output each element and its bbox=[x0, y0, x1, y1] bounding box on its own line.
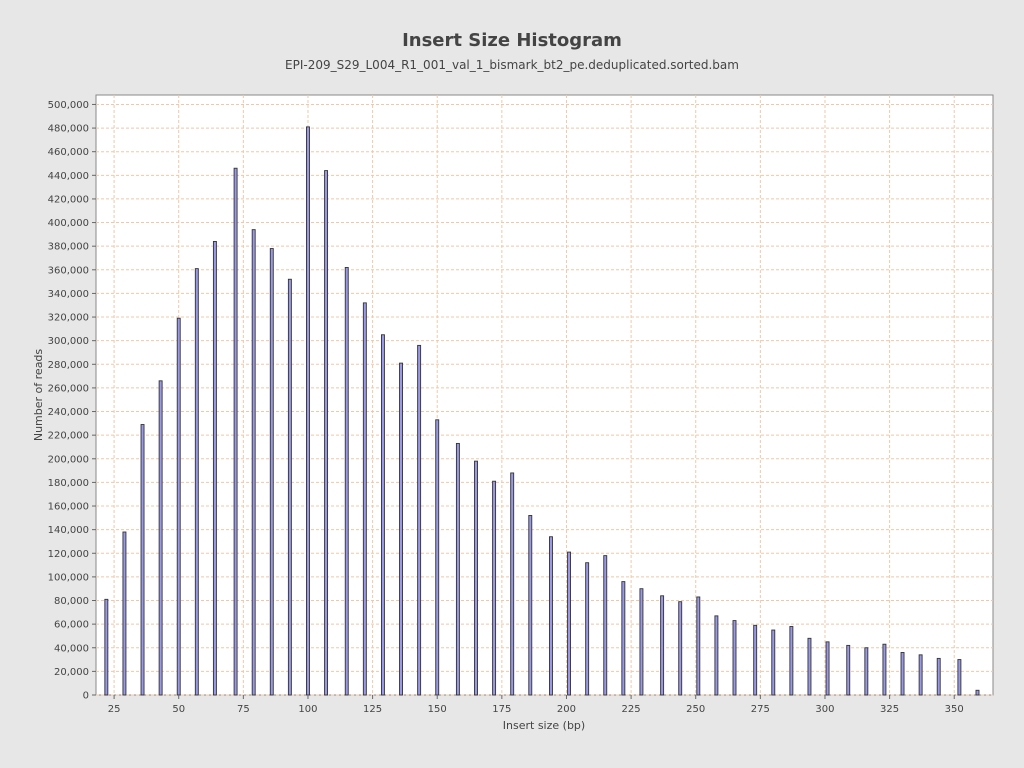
y-tick-label: 400,000 bbox=[48, 218, 89, 229]
histogram-bar bbox=[158, 380, 163, 696]
y-tick-label: 340,000 bbox=[48, 289, 89, 300]
axes: 0 20,000 40,000 60,000 80,000 100,000 120,000 1… bbox=[48, 100, 964, 715]
x-tick-label: 325 bbox=[880, 704, 899, 715]
y-tick-label: 300,000 bbox=[48, 336, 89, 347]
histogram-bar bbox=[122, 531, 127, 696]
histogram-bar bbox=[344, 266, 349, 696]
y-tick-label: 0 bbox=[83, 691, 89, 702]
histogram-bar bbox=[900, 652, 905, 696]
histogram-bar bbox=[380, 334, 385, 696]
histogram-bar bbox=[714, 615, 719, 696]
y-axis-label: Number of reads bbox=[32, 349, 45, 442]
histogram-bar bbox=[455, 442, 460, 696]
histogram-bar bbox=[492, 480, 497, 696]
x-tick-label: 50 bbox=[172, 704, 185, 715]
histogram-bar bbox=[528, 515, 533, 696]
chart-subtitle: EPI-209_S29_L004_R1_001_val_1_bismark_bt… bbox=[285, 58, 739, 72]
y-tick-label: 80,000 bbox=[54, 596, 89, 607]
histogram-bar bbox=[603, 555, 608, 696]
x-tick-label: 175 bbox=[492, 704, 511, 715]
histogram-bar bbox=[417, 344, 422, 696]
y-tick-label: 140,000 bbox=[48, 525, 89, 536]
chart-title: Insert Size Histogram bbox=[402, 30, 622, 51]
x-tick-label: 75 bbox=[237, 704, 250, 715]
histogram-bar bbox=[936, 657, 941, 696]
y-tick-label: 480,000 bbox=[48, 124, 89, 135]
histogram-bar bbox=[789, 626, 794, 696]
x-tick-label: 100 bbox=[298, 704, 317, 715]
histogram-bar bbox=[567, 551, 572, 696]
histogram-bar bbox=[269, 248, 274, 696]
histogram-bar bbox=[510, 472, 515, 696]
histogram-bar bbox=[696, 596, 701, 696]
histogram-bar bbox=[918, 654, 923, 696]
histogram-bar bbox=[585, 562, 590, 696]
histogram-bar bbox=[306, 126, 310, 696]
histogram-bar bbox=[621, 581, 626, 696]
histogram-bar bbox=[212, 241, 217, 696]
x-tick-label: 250 bbox=[686, 704, 705, 715]
y-tick-label: 420,000 bbox=[48, 194, 89, 205]
histogram-bar bbox=[233, 167, 238, 696]
histogram-bar bbox=[882, 643, 887, 696]
histogram-bar bbox=[251, 229, 256, 696]
y-tick-label: 280,000 bbox=[48, 360, 89, 371]
y-tick-label: 240,000 bbox=[48, 407, 89, 418]
y-tick-label: 460,000 bbox=[48, 147, 89, 158]
bars bbox=[104, 126, 980, 696]
y-tick-label: 260,000 bbox=[48, 383, 89, 394]
plot-area bbox=[95, 94, 994, 696]
x-tick-label: 225 bbox=[622, 704, 641, 715]
histogram-bar bbox=[639, 588, 644, 696]
y-tick-label: 60,000 bbox=[54, 620, 89, 631]
histogram-bar bbox=[549, 536, 553, 696]
y-tick-label: 200,000 bbox=[48, 454, 89, 465]
histogram-bar bbox=[678, 601, 683, 696]
histogram-bar bbox=[324, 170, 329, 696]
x-tick-label: 200 bbox=[557, 704, 576, 715]
histogram-bar bbox=[104, 598, 109, 696]
histogram-bar bbox=[957, 659, 962, 696]
y-tick-label: 360,000 bbox=[48, 265, 89, 276]
x-tick-label: 25 bbox=[108, 704, 121, 715]
histogram-bar bbox=[435, 419, 440, 696]
x-tick-label: 300 bbox=[815, 704, 834, 715]
y-tick-label: 320,000 bbox=[48, 313, 89, 324]
histogram-bar bbox=[975, 689, 980, 696]
y-tick-label: 160,000 bbox=[48, 502, 89, 513]
histogram-bar bbox=[846, 644, 851, 696]
histogram-bar bbox=[864, 647, 869, 696]
histogram-bar bbox=[771, 629, 776, 696]
y-tick-label: 20,000 bbox=[54, 667, 89, 678]
y-tick-label: 500,000 bbox=[48, 100, 89, 111]
x-tick-label: 275 bbox=[751, 704, 770, 715]
y-tick-label: 220,000 bbox=[48, 431, 89, 442]
x-tick-label: 125 bbox=[363, 704, 382, 715]
y-tick-label: 100,000 bbox=[48, 572, 89, 583]
x-tick-label: 350 bbox=[945, 704, 964, 715]
y-tick-label: 120,000 bbox=[48, 549, 89, 560]
histogram-bar bbox=[732, 620, 737, 696]
x-tick-label: 150 bbox=[428, 704, 447, 715]
histogram-bar bbox=[399, 362, 403, 696]
y-tick-label: 180,000 bbox=[48, 478, 89, 489]
x-axis-label: Insert size (bp) bbox=[503, 719, 585, 732]
y-tick-label: 440,000 bbox=[48, 171, 89, 182]
histogram-bar bbox=[194, 268, 199, 696]
histogram-bar bbox=[660, 595, 665, 696]
histogram-bar bbox=[753, 624, 758, 696]
histogram-bar bbox=[362, 302, 367, 696]
histogram-bar bbox=[807, 637, 812, 696]
histogram-bar bbox=[176, 317, 181, 696]
y-tick-label: 380,000 bbox=[48, 242, 89, 253]
histogram-bar bbox=[287, 278, 292, 696]
histogram-bar bbox=[474, 460, 478, 696]
histogram-bar bbox=[140, 424, 145, 696]
histogram-bar bbox=[825, 641, 830, 696]
y-tick-label: 40,000 bbox=[54, 643, 89, 654]
